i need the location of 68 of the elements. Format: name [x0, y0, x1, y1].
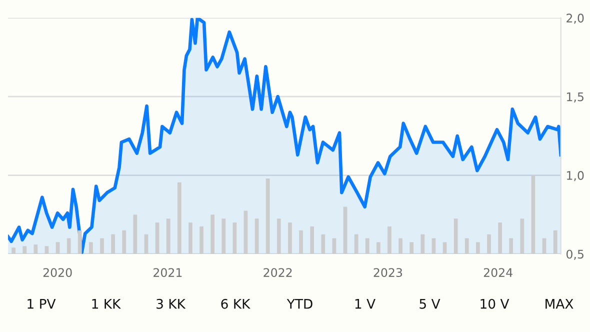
text: 1 PV: [28, 299, 56, 309]
bar: [210, 214, 215, 254]
bar: [166, 218, 170, 254]
bar: [542, 238, 546, 254]
bar: [89, 242, 93, 254]
bar: [122, 230, 126, 254]
bar: [155, 222, 160, 254]
text: YTD: [286, 299, 312, 309]
bar: [454, 218, 458, 254]
text: 1 V: [355, 299, 376, 309]
x-tick-label: 2020: [43, 268, 72, 278]
bar: [354, 234, 358, 254]
bar: [56, 242, 60, 254]
bar: [244, 210, 248, 254]
y-tick-label: 1,0: [567, 171, 584, 182]
bar: [12, 248, 16, 254]
bar: [509, 238, 514, 254]
bar: [34, 244, 38, 254]
x-tick-label: 2022: [264, 268, 292, 278]
bar: [410, 242, 414, 254]
bar: [376, 242, 380, 254]
bar: [553, 230, 558, 254]
bar: [442, 242, 447, 254]
y-tick-label: 2,0: [566, 14, 584, 24]
bar: [288, 222, 292, 254]
bar: [66, 238, 71, 254]
y-tick-label: 0,5: [566, 250, 584, 260]
text: MAX: [546, 299, 574, 309]
bar: [254, 218, 259, 254]
bar: [276, 218, 281, 254]
text: 5 V: [420, 299, 440, 309]
x-tick-label: 2023: [374, 268, 402, 278]
bar: [520, 218, 524, 254]
bar: [144, 234, 148, 254]
text: 3 KK: [156, 298, 186, 309]
bar: [232, 222, 237, 254]
bar: [133, 214, 138, 254]
x-tick-label: 2024: [484, 268, 512, 278]
bar: [420, 234, 425, 254]
bar: [188, 222, 192, 254]
bar: [398, 238, 402, 254]
bar: [487, 234, 491, 254]
bar: [44, 246, 49, 254]
bar: [432, 238, 436, 254]
bar: [266, 178, 270, 254]
bar: [111, 234, 115, 254]
bar: [310, 226, 314, 254]
y-tick-label: 1,5: [567, 92, 584, 102]
bar: [464, 238, 469, 254]
text: 10 V: [480, 298, 510, 309]
bar: [200, 226, 204, 254]
bar: [78, 230, 82, 254]
bar: [321, 234, 326, 254]
bar: [365, 238, 370, 254]
x-tick-label: 2021: [154, 268, 182, 278]
bar: [222, 218, 226, 254]
text: 1 KK: [92, 299, 121, 309]
bar: [177, 182, 182, 254]
text: 6 KK: [221, 298, 250, 309]
bar: [343, 206, 348, 254]
bar: [100, 238, 104, 254]
bar: [332, 238, 336, 254]
bar: [531, 175, 536, 254]
bar: [476, 242, 480, 254]
bar: [388, 226, 392, 254]
bar: [498, 222, 502, 254]
bar: [22, 246, 27, 254]
bar: [299, 230, 303, 254]
